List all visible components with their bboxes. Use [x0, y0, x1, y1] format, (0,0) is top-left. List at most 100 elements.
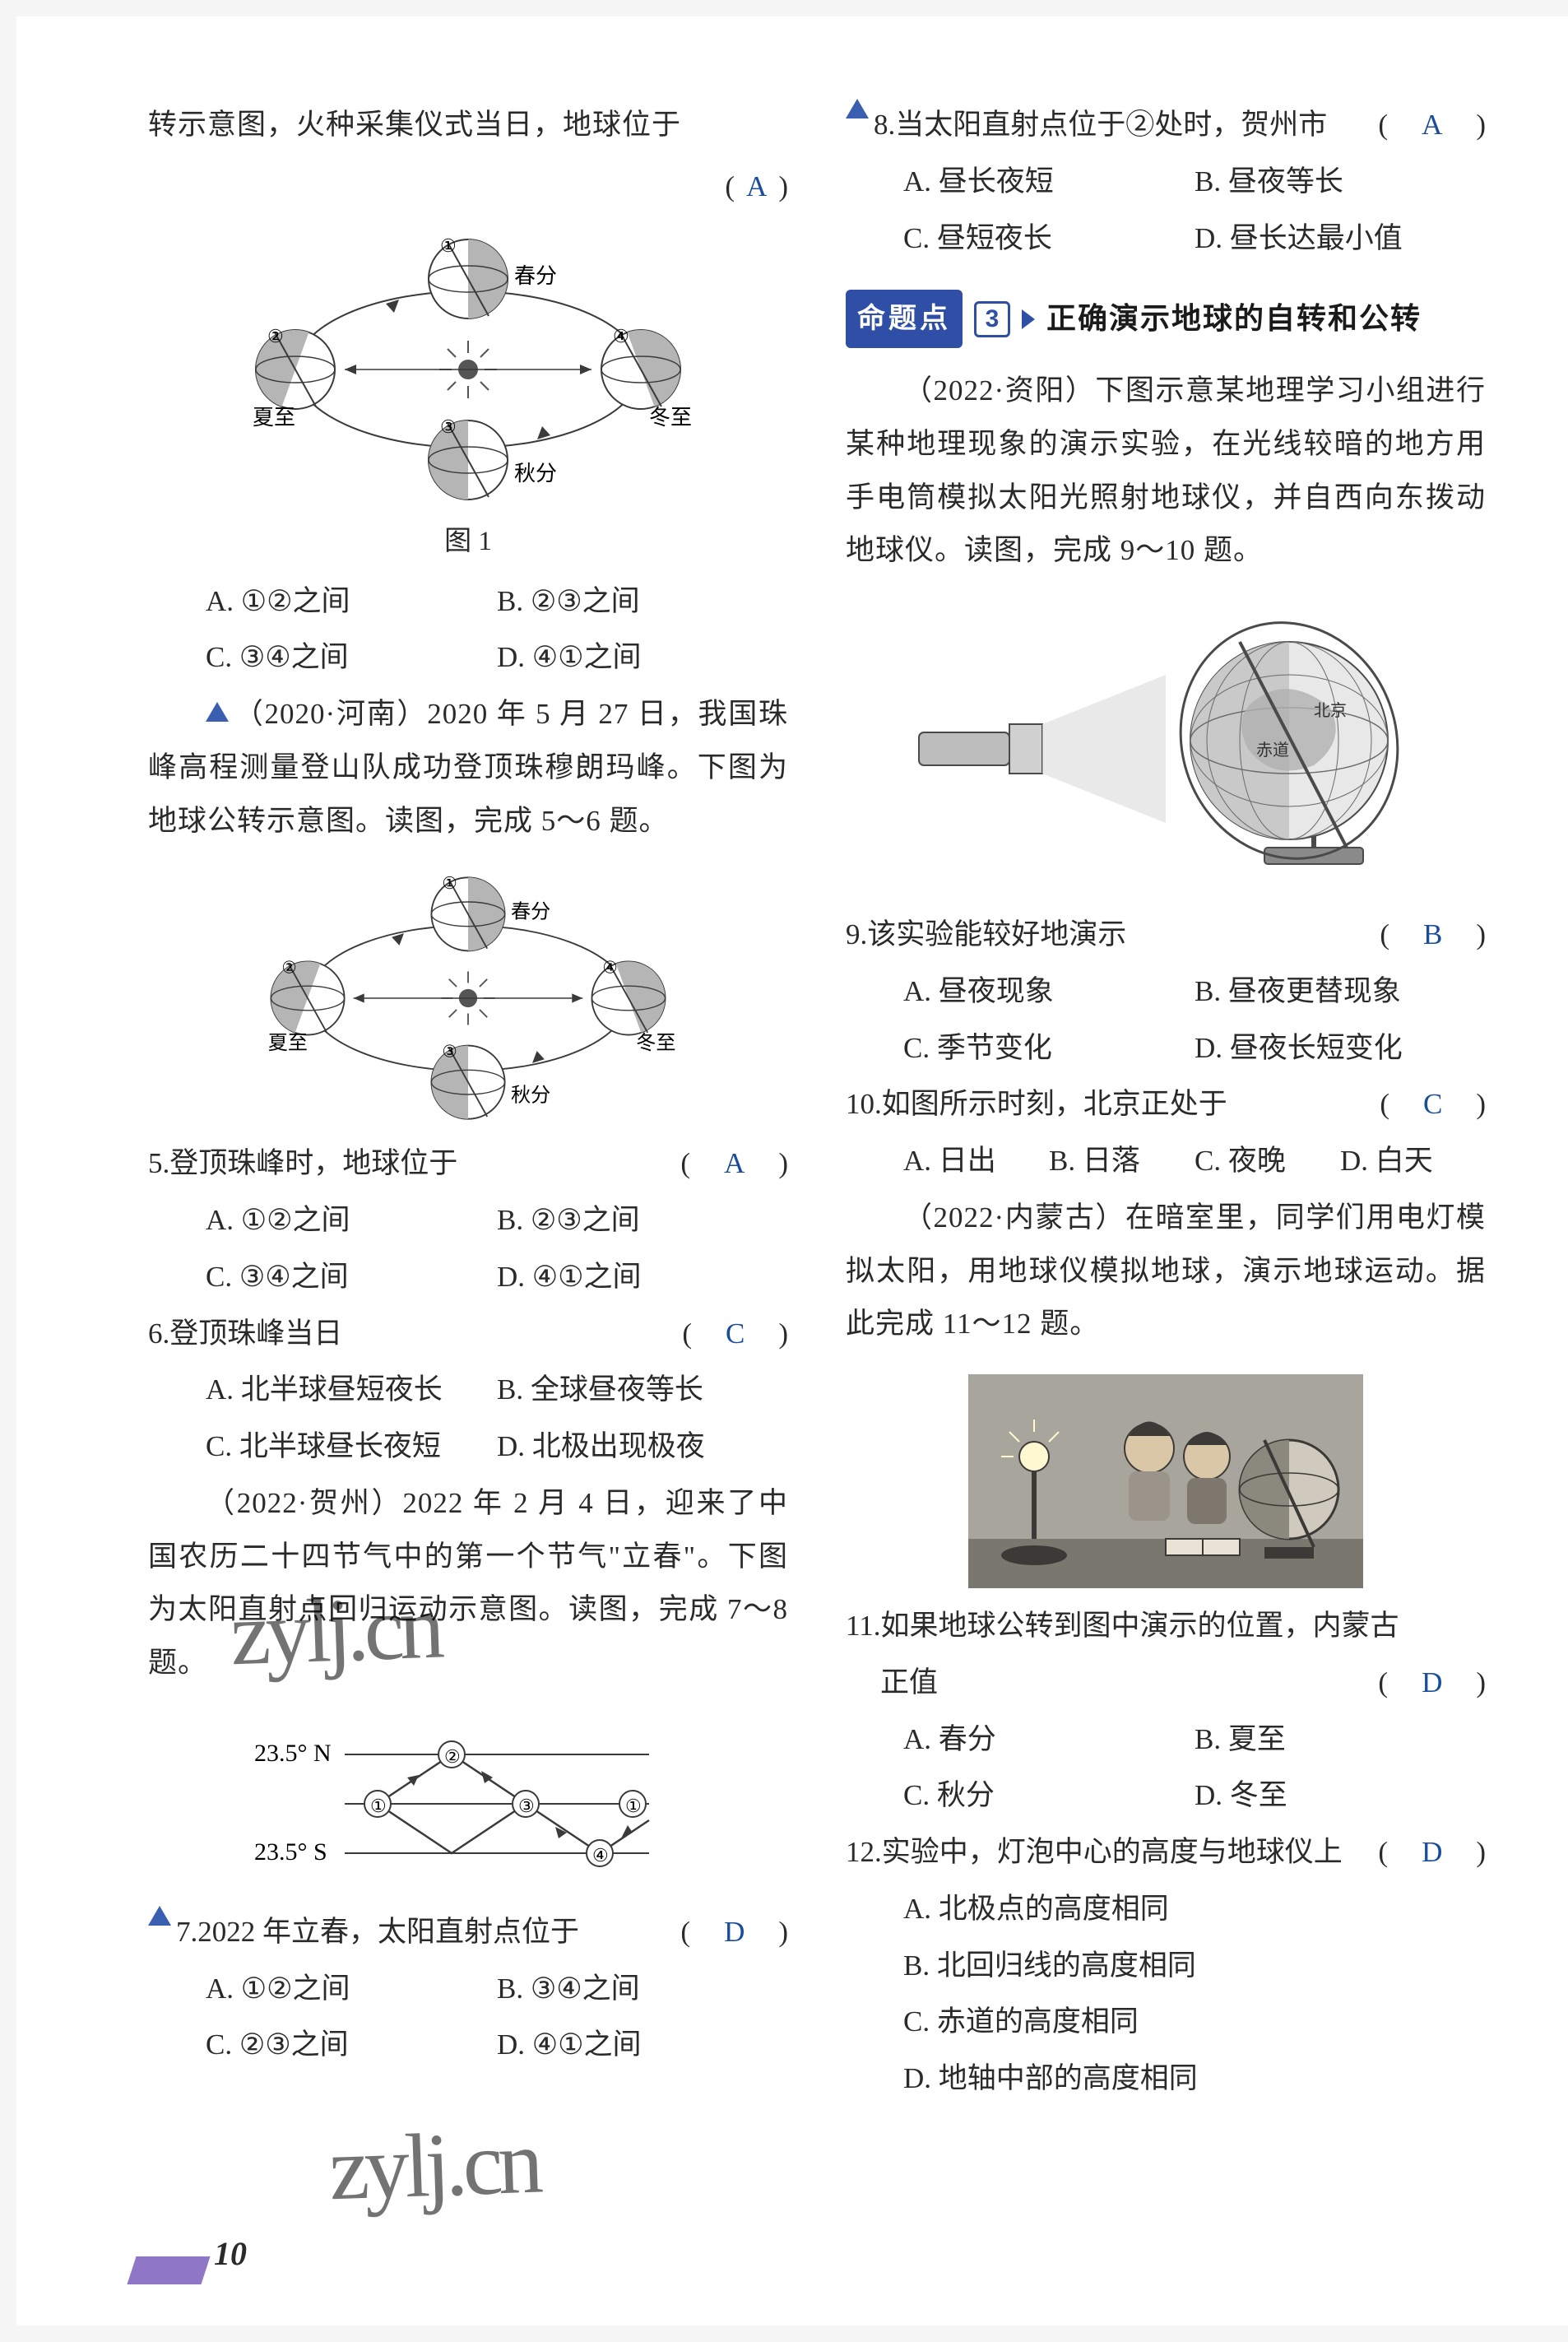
svg-text:冬至: 冬至: [636, 1033, 675, 1055]
q12-b: B. 北回归线的高度相同: [846, 1940, 1486, 1993]
q11-a: A. 春分: [903, 1713, 1195, 1767]
q8-num: 8.: [874, 99, 895, 152]
triangle-icon: [148, 1906, 171, 1926]
q7-answer: ( D ): [680, 1906, 788, 1959]
q5-num: 5.: [148, 1137, 169, 1191]
q9-opts-r2: C. 季节变化D. 昼夜长短变化: [846, 1022, 1486, 1076]
q6-opts-r2: C. 北半球昼长夜短D. 北极出现极夜: [148, 1420, 788, 1474]
page-number: 10: [214, 2224, 247, 2284]
q11-opts-r2: C. 秋分D. 冬至: [846, 1769, 1486, 1823]
q8-answer: ( A ): [1378, 99, 1486, 152]
q7-b: B. ③④之间: [497, 1963, 788, 2016]
svg-text:北京: 北京: [1314, 701, 1347, 720]
q6-num: 6.: [148, 1308, 169, 1361]
q9-opts-r1: A. 昼夜现象B. 昼夜更替现象: [846, 965, 1486, 1019]
left-column: 转示意图，火种采集仪式当日，地球位于 ( A ): [148, 99, 788, 2276]
q11-num: 11.: [846, 1600, 880, 1653]
svg-text:②: ②: [267, 326, 284, 346]
q6-opts-r1: A. 北半球昼短夜长B. 全球昼夜等长: [148, 1364, 788, 1417]
intro-opt-d: D. ④①之间: [497, 631, 788, 685]
q8-line: 8. 当太阳直射点位于②处时，贺州市 ( A ): [846, 99, 1486, 152]
paren-open: (: [725, 160, 735, 214]
right-column: 8. 当太阳直射点位于②处时，贺州市 ( A ) A. 昼长夜短B. 昼夜等长 …: [846, 99, 1486, 2276]
intro-opt-c: C. ③④之间: [206, 631, 497, 685]
q7-line: 7. 2022 年立春，太阳直射点位于 ( D ): [148, 1906, 788, 1959]
q8-text: 当太阳直射点位于②处时，贺州市: [895, 99, 1373, 152]
q7-num: 7.: [176, 1906, 197, 1959]
q7-d: D. ④①之间: [497, 2019, 788, 2072]
svg-text:④: ④: [613, 326, 629, 346]
page: 转示意图，火种采集仪式当日，地球位于 ( A ): [16, 16, 1568, 2326]
passage-7-8: （2022·贺州）2022 年 2 月 4 日，迎来了中国农历二十四节气中的第一…: [148, 1477, 788, 1690]
q10-c: C. 夜晚: [1195, 1135, 1340, 1188]
intro-options-row2: C. ③④之间 D. ④①之间: [148, 631, 788, 685]
q10-line: 10. 如图所示时刻，北京正处于 ( C ): [846, 1078, 1486, 1132]
q9-b: B. 昼夜更替现象: [1195, 965, 1486, 1019]
q10-answer: ( C ): [1380, 1078, 1486, 1132]
figure-tropic: 23.5° N 23.5° S ① ② ③ ④ ①: [148, 1713, 788, 1894]
q9-c: C. 季节变化: [903, 1022, 1195, 1076]
intro-answer-line: ( A ): [148, 160, 788, 214]
orbit-diagram-svg: ① 春分 ② 夏至 ③ 秋分: [238, 234, 698, 505]
q12-a: A. 北极点的高度相同: [846, 1883, 1486, 1936]
q10-b: B. 日落: [1049, 1135, 1195, 1188]
q5-line: 5. 登顶珠峰时，地球位于 ( A ): [148, 1137, 788, 1191]
q8-opts-r1: A. 昼长夜短B. 昼夜等长: [846, 156, 1486, 209]
svg-text:夏至: 夏至: [253, 406, 295, 430]
q12-answer: ( D ): [1378, 1826, 1486, 1880]
q10-a: A. 日出: [903, 1135, 1049, 1188]
topic-bar: 命题点 3 正确演示地球的自转和公转: [846, 290, 1486, 348]
q12-line: 12. 实验中，灯泡中心的高度与地球仪上 ( D ): [846, 1826, 1486, 1880]
triangle-icon: [846, 99, 869, 118]
q10-d: D. 白天: [1340, 1135, 1486, 1188]
orbit-diagram-2-svg: ① 春分 ② 夏至 ③ 秋分: [254, 871, 682, 1126]
q10-opts: A. 日出 B. 日落 C. 夜晚 D. 白天: [846, 1135, 1486, 1188]
q7-c: C. ②③之间: [206, 2019, 497, 2072]
passage-9-10: （2022·资阳）下图示意某地理学习小组进行某种地理现象的演示实验，在光线较暗的…: [846, 365, 1486, 578]
passage-5-6: （2020·河南）2020 年 5 月 27 日，我国珠峰高程测量登山队成功登顶…: [148, 688, 788, 848]
page-tab-icon: [127, 2256, 210, 2284]
triangle-icon: [206, 702, 229, 722]
q6-text: 登顶珠峰当日: [169, 1308, 677, 1361]
q11-text-b: 正值: [880, 1657, 1373, 1710]
q7-opts-r1: A. ①②之间B. ③④之间: [148, 1963, 788, 2016]
q6-line: 6. 登顶珠峰当日 ( C ): [148, 1308, 788, 1361]
q11-answer: ( D ): [1378, 1657, 1486, 1710]
svg-text:①: ①: [440, 235, 457, 256]
intro-opt-b: B. ②③之间: [497, 575, 788, 629]
fig1-caption: 图 1: [148, 517, 788, 567]
q9-text: 该实验能较好地演示: [867, 908, 1375, 962]
intro-text: 转示意图，火种采集仪式当日，地球位于: [148, 99, 788, 152]
q12-text: 实验中，灯泡中心的高度与地球仪上: [882, 1826, 1374, 1880]
q5-opts-r2: C. ③④之间D. ④①之间: [148, 1251, 788, 1304]
topic-title: 正确演示地球的自转和公转: [1046, 291, 1422, 346]
q5-a: A. ①②之间: [206, 1194, 497, 1248]
q11-b: B. 夏至: [1195, 1713, 1486, 1767]
svg-text:23.5° N: 23.5° N: [254, 1740, 332, 1767]
figure-lamp-scene: [846, 1374, 1486, 1588]
svg-text:23.5° S: 23.5° S: [254, 1838, 327, 1866]
q6-a: A. 北半球昼短夜长: [206, 1364, 497, 1417]
svg-text:秋分: 秋分: [514, 462, 557, 486]
svg-text:①: ①: [370, 1796, 387, 1816]
figure-flashlight-globe: 北京 赤道: [846, 601, 1486, 897]
svg-text:④: ④: [602, 960, 617, 978]
svg-text:秋分: 秋分: [511, 1085, 550, 1107]
page-number-wrap: 10: [132, 2224, 247, 2284]
q12-c: C. 赤道的高度相同: [846, 1996, 1486, 2049]
q6-c: C. 北半球昼长夜短: [206, 1420, 497, 1474]
svg-text:②: ②: [444, 1746, 461, 1767]
q5-d: D. ④①之间: [497, 1251, 788, 1304]
q6-d: D. 北极出现极夜: [497, 1420, 788, 1474]
svg-text:④: ④: [592, 1845, 609, 1866]
q8-opts-r2: C. 昼短夜长D. 昼长达最小值: [846, 212, 1486, 266]
svg-text:春分: 春分: [514, 264, 557, 288]
q8-d: D. 昼长达最小值: [1195, 212, 1486, 266]
figure-orbit-2: ① 春分 ② 夏至 ③ 秋分: [148, 871, 788, 1126]
torch-globe-svg: 北京 赤道: [902, 601, 1429, 897]
q11-d: D. 冬至: [1195, 1769, 1486, 1823]
q10-num: 10.: [846, 1078, 882, 1132]
q6-answer: ( C ): [682, 1308, 788, 1361]
svg-text:②: ②: [281, 960, 296, 978]
q11-opts-r1: A. 春分B. 夏至: [846, 1713, 1486, 1767]
